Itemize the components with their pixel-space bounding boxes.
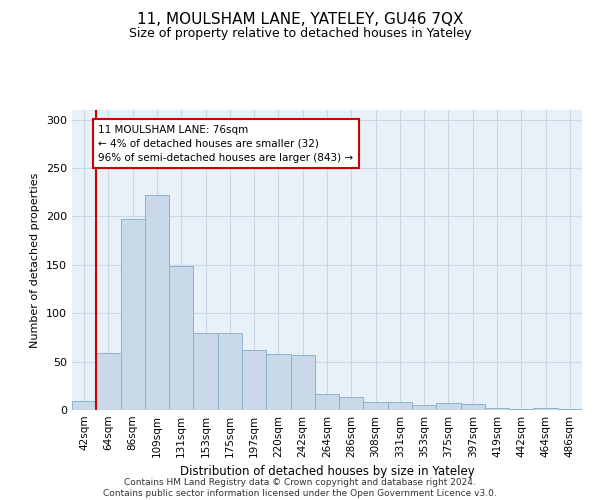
- Text: 11, MOULSHAM LANE, YATELEY, GU46 7QX: 11, MOULSHAM LANE, YATELEY, GU46 7QX: [137, 12, 463, 28]
- Text: 11 MOULSHAM LANE: 76sqm
← 4% of detached houses are smaller (32)
96% of semi-det: 11 MOULSHAM LANE: 76sqm ← 4% of detached…: [98, 124, 353, 162]
- Text: Contains HM Land Registry data © Crown copyright and database right 2024.
Contai: Contains HM Land Registry data © Crown c…: [103, 478, 497, 498]
- Bar: [461, 404, 485, 410]
- X-axis label: Distribution of detached houses by size in Yateley: Distribution of detached houses by size …: [179, 466, 475, 478]
- Bar: [339, 398, 364, 410]
- Bar: [96, 353, 121, 410]
- Bar: [193, 332, 218, 410]
- Bar: [242, 350, 266, 410]
- Bar: [436, 403, 461, 410]
- Bar: [121, 220, 145, 410]
- Bar: [315, 394, 339, 410]
- Text: Size of property relative to detached houses in Yateley: Size of property relative to detached ho…: [129, 28, 471, 40]
- Bar: [145, 195, 169, 410]
- Bar: [533, 408, 558, 410]
- Bar: [218, 332, 242, 410]
- Bar: [290, 355, 315, 410]
- Bar: [169, 266, 193, 410]
- Y-axis label: Number of detached properties: Number of detached properties: [31, 172, 40, 348]
- Bar: [388, 402, 412, 410]
- Bar: [558, 409, 582, 410]
- Bar: [412, 405, 436, 410]
- Bar: [364, 402, 388, 410]
- Bar: [72, 402, 96, 410]
- Bar: [509, 409, 533, 410]
- Bar: [266, 354, 290, 410]
- Bar: [485, 408, 509, 410]
